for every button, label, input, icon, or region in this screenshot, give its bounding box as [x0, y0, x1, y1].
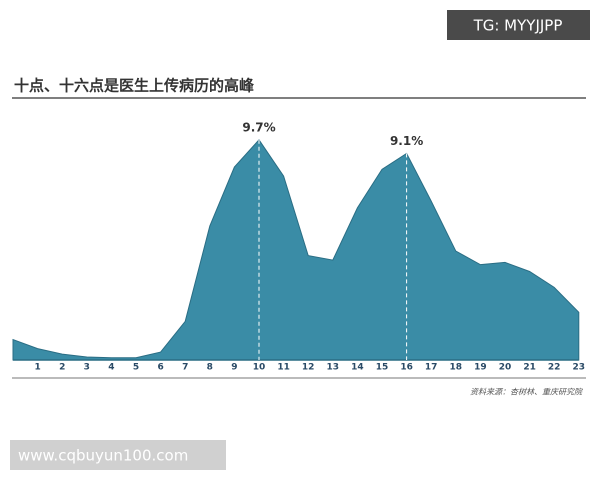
value-label: 9.1%: [390, 134, 423, 148]
x-tick-label: 19: [474, 363, 487, 373]
watermark-box: [10, 440, 226, 470]
x-tick-label: 20: [499, 363, 512, 373]
x-tick-label: 5: [133, 363, 139, 373]
x-tick-label: 14: [351, 363, 364, 373]
x-tick-label: 22: [548, 363, 561, 373]
x-tick-label: 17: [425, 363, 438, 373]
x-tick-label: 9: [231, 363, 237, 373]
value-label: 9.7%: [242, 120, 275, 134]
watermark-top: TG: MYYJJPP: [473, 17, 563, 35]
chart-title: 十点、十六点是医生上传病历的高峰: [14, 77, 255, 95]
x-tick-label: 8: [207, 363, 213, 373]
x-tick-label: 18: [450, 363, 463, 373]
x-tick-label: 4: [108, 363, 114, 373]
x-tick-label: 13: [327, 363, 340, 373]
x-tick-label: 11: [277, 363, 290, 373]
x-tick-label: 21: [523, 363, 536, 373]
x-tick-label: 1: [34, 363, 40, 373]
x-tick-label: 6: [157, 363, 163, 373]
x-tick-label: 12: [302, 363, 315, 373]
watermark-box: [447, 10, 590, 40]
x-tick-label: 7: [182, 363, 188, 373]
watermark-bottom: www.cqbuyun100.com: [18, 447, 188, 465]
x-tick-label: 2: [59, 363, 65, 373]
source-note: 资料来源：杏树林、重庆研究院: [470, 388, 584, 397]
x-tick-label: 16: [400, 363, 413, 373]
x-tick-label: 15: [376, 363, 389, 373]
area: [12, 139, 580, 361]
x-tick-label: 3: [84, 363, 90, 373]
x-tick-label: 23: [573, 363, 586, 373]
x-tick-label: 10: [253, 363, 266, 373]
